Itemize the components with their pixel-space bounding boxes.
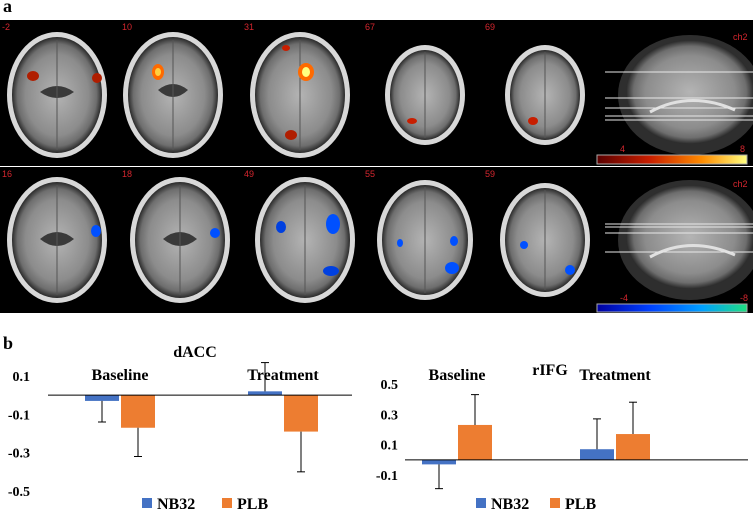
y-tick-label: -0.3 xyxy=(8,447,30,462)
category-label: Treatment xyxy=(579,367,651,384)
y-tick-label: 0.1 xyxy=(13,370,31,385)
slice-number: 69 xyxy=(485,22,496,32)
y-tick-label: -0.1 xyxy=(376,469,398,484)
axial-slice-9 xyxy=(377,180,473,300)
category-label: Baseline xyxy=(92,367,149,384)
axial-slice-1 xyxy=(7,32,107,158)
legend-label: PLB xyxy=(565,496,596,512)
mri-bottom-svg xyxy=(7,177,753,313)
slice-number: 49 xyxy=(244,169,255,179)
y-tick-label: 0.5 xyxy=(381,378,399,393)
colorbar-max-label: -8 xyxy=(740,293,749,303)
slice-number: 16 xyxy=(2,169,13,179)
axial-slice-7 xyxy=(130,177,230,303)
legend-swatch-nb32 xyxy=(476,498,486,508)
bar-nb32 xyxy=(422,459,456,465)
y-tick-label: 0.3 xyxy=(381,408,399,423)
category-label: Treatment xyxy=(247,367,319,384)
bar-nb32 xyxy=(248,391,282,396)
legend-label: NB32 xyxy=(491,496,529,512)
slice-number: 55 xyxy=(365,169,376,179)
legend-swatch-plb xyxy=(222,498,232,508)
panel-a-label: a xyxy=(3,0,12,16)
slice-number: 67 xyxy=(365,22,376,32)
slice-number: 18 xyxy=(122,169,133,179)
axial-slice-2 xyxy=(123,32,223,158)
bar-plb xyxy=(121,395,155,428)
mri-row-activation: -2 10 31 67 69 ch2 4 8 xyxy=(0,20,753,166)
category-label: Baseline xyxy=(429,367,486,384)
y-tick-label: -0.5 xyxy=(8,485,30,500)
axial-slice-8 xyxy=(255,177,355,303)
activation-blobs xyxy=(27,45,538,140)
chart-rifg: 0.5 0.3 0.1 -0.1 rIFG Baseline Treatment NB32 PL… xyxy=(376,362,748,512)
legend-swatch-plb xyxy=(550,498,560,508)
colorbar-hot xyxy=(596,154,748,165)
y-tick-label: -0.1 xyxy=(8,408,30,423)
bar-plb xyxy=(284,395,318,432)
axial-slice-4 xyxy=(385,45,465,145)
axial-slice-3 xyxy=(250,32,350,158)
channel-label: ch2 xyxy=(733,32,748,42)
y-tick-label: 0.1 xyxy=(381,439,399,454)
axial-slice-5 xyxy=(505,45,585,145)
sagittal-slice-2 xyxy=(605,180,753,300)
bar-plb xyxy=(458,424,492,460)
panel-b-label: b xyxy=(3,333,14,353)
chart-dacc: 0.1 -0.1 -0.3 -0.5 dACC Baseline Treatment NB32… xyxy=(8,344,352,512)
colorbar-min-label: -4 xyxy=(620,293,629,303)
mri-top-svg xyxy=(7,32,753,165)
legend-label: PLB xyxy=(237,496,268,512)
axial-slice-10 xyxy=(500,183,590,297)
colorbar-max-label: 8 xyxy=(740,144,746,154)
slice-number: -2 xyxy=(2,22,11,32)
deactivation-blobs xyxy=(91,214,575,276)
axial-slice-6 xyxy=(7,177,107,303)
chart-title: dACC xyxy=(173,344,217,361)
channel-label: ch2 xyxy=(733,179,748,189)
bar-nb32 xyxy=(580,449,614,460)
legend-swatch-nb32 xyxy=(142,498,152,508)
colorbar-min-label: 4 xyxy=(620,144,626,154)
legend-label: NB32 xyxy=(157,496,195,512)
colorbar-cool xyxy=(596,303,748,313)
slice-number: 10 xyxy=(122,22,133,32)
slice-number: 31 xyxy=(244,22,255,32)
mri-row-deactivation: 16 18 49 55 59 ch2 -4 -8 xyxy=(0,167,753,313)
bar-plb xyxy=(616,434,650,460)
bar-nb32 xyxy=(85,395,119,401)
sagittal-slice xyxy=(605,35,753,155)
chart-title: rIFG xyxy=(532,362,568,379)
slice-number: 59 xyxy=(485,169,496,179)
